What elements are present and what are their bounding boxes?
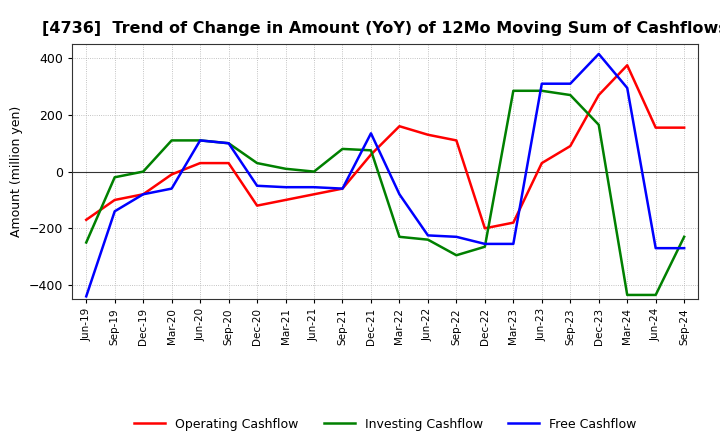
Operating Cashflow: [566, 143, 575, 149]
Operating Cashflow: [423, 132, 432, 137]
Investing Cashflow: [537, 88, 546, 93]
Investing Cashflow: [282, 166, 290, 172]
Operating Cashflow: [509, 220, 518, 225]
Operating Cashflow: [595, 92, 603, 98]
Operating Cashflow: [139, 192, 148, 197]
Investing Cashflow: [225, 141, 233, 146]
Free Cashflow: [652, 246, 660, 251]
Operating Cashflow: [623, 62, 631, 68]
Operating Cashflow: [338, 186, 347, 191]
Line: Investing Cashflow: Investing Cashflow: [86, 91, 684, 295]
Investing Cashflow: [196, 138, 204, 143]
Operating Cashflow: [310, 192, 318, 197]
Investing Cashflow: [253, 161, 261, 166]
Free Cashflow: [282, 184, 290, 190]
Free Cashflow: [509, 241, 518, 246]
Free Cashflow: [537, 81, 546, 86]
Investing Cashflow: [423, 237, 432, 242]
Free Cashflow: [395, 192, 404, 197]
Line: Free Cashflow: Free Cashflow: [86, 54, 684, 297]
Investing Cashflow: [480, 244, 489, 249]
Investing Cashflow: [509, 88, 518, 93]
Investing Cashflow: [139, 169, 148, 174]
Operating Cashflow: [680, 125, 688, 130]
Investing Cashflow: [623, 292, 631, 297]
Operating Cashflow: [652, 125, 660, 130]
Investing Cashflow: [167, 138, 176, 143]
Free Cashflow: [366, 131, 375, 136]
Investing Cashflow: [338, 146, 347, 151]
Free Cashflow: [623, 85, 631, 91]
Line: Operating Cashflow: Operating Cashflow: [86, 65, 684, 228]
Investing Cashflow: [652, 292, 660, 297]
Investing Cashflow: [566, 92, 575, 98]
Operating Cashflow: [282, 197, 290, 202]
Title: [4736]  Trend of Change in Amount (YoY) of 12Mo Moving Sum of Cashflows: [4736] Trend of Change in Amount (YoY) o…: [42, 21, 720, 36]
Free Cashflow: [167, 186, 176, 191]
Free Cashflow: [253, 183, 261, 188]
Free Cashflow: [680, 246, 688, 251]
Operating Cashflow: [196, 161, 204, 166]
Operating Cashflow: [225, 161, 233, 166]
Investing Cashflow: [680, 234, 688, 239]
Operating Cashflow: [395, 124, 404, 129]
Free Cashflow: [338, 186, 347, 191]
Free Cashflow: [595, 51, 603, 57]
Free Cashflow: [139, 192, 148, 197]
Free Cashflow: [196, 138, 204, 143]
Free Cashflow: [566, 81, 575, 86]
Free Cashflow: [225, 141, 233, 146]
Free Cashflow: [480, 241, 489, 246]
Operating Cashflow: [167, 172, 176, 177]
Investing Cashflow: [395, 234, 404, 239]
Operating Cashflow: [480, 226, 489, 231]
Operating Cashflow: [110, 197, 119, 202]
Operating Cashflow: [366, 152, 375, 157]
Y-axis label: Amount (million yen): Amount (million yen): [10, 106, 23, 237]
Legend: Operating Cashflow, Investing Cashflow, Free Cashflow: Operating Cashflow, Investing Cashflow, …: [129, 413, 642, 436]
Investing Cashflow: [595, 122, 603, 128]
Operating Cashflow: [253, 203, 261, 208]
Operating Cashflow: [452, 138, 461, 143]
Investing Cashflow: [310, 169, 318, 174]
Free Cashflow: [82, 294, 91, 299]
Operating Cashflow: [537, 161, 546, 166]
Operating Cashflow: [82, 217, 91, 223]
Investing Cashflow: [452, 253, 461, 258]
Investing Cashflow: [82, 240, 91, 245]
Investing Cashflow: [110, 175, 119, 180]
Free Cashflow: [310, 184, 318, 190]
Free Cashflow: [423, 233, 432, 238]
Investing Cashflow: [366, 148, 375, 153]
Free Cashflow: [110, 209, 119, 214]
Free Cashflow: [452, 234, 461, 239]
